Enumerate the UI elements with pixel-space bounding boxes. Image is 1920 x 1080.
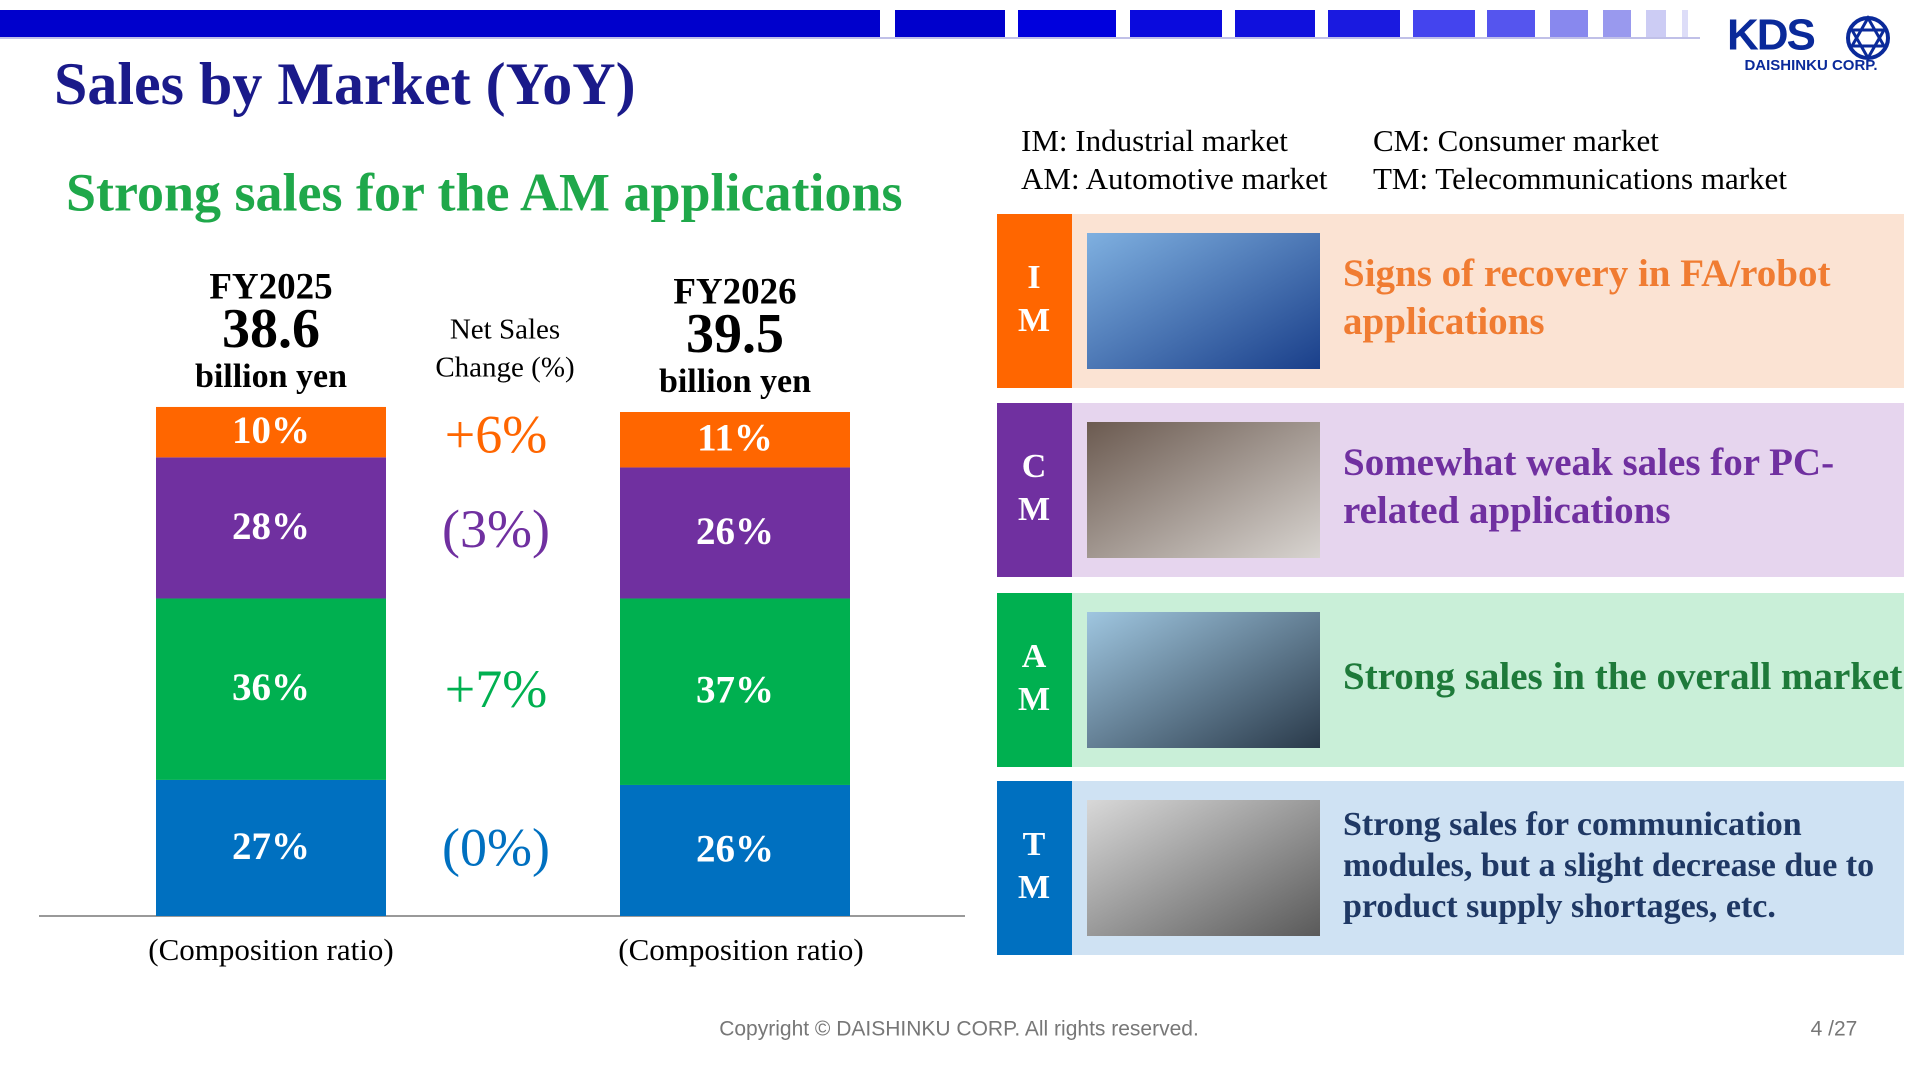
panel-text: Somewhat weak sales for PC- bbox=[1343, 441, 1834, 484]
logo-name: DAISHINKU CORP. bbox=[1744, 57, 1877, 74]
bar-segment bbox=[620, 412, 850, 468]
axis-note: (Composition ratio) bbox=[618, 932, 863, 967]
legend-item: TM: Telecommunications market bbox=[1373, 161, 1787, 196]
logo: KDS DAISHINKU CORP. bbox=[1727, 11, 1890, 74]
bar-segment bbox=[156, 598, 386, 780]
panel-tab bbox=[997, 403, 1072, 577]
bar-segment bbox=[156, 779, 386, 916]
panel-text: Signs of recovery in FA/robot bbox=[1343, 252, 1830, 295]
legend-item: IM: Industrial market bbox=[1021, 123, 1288, 158]
change-label: (3%) bbox=[442, 499, 550, 559]
segment-label: 26% bbox=[696, 827, 774, 870]
segment-label: 36% bbox=[232, 666, 310, 709]
total-value: 39.5 bbox=[686, 303, 784, 365]
panel-tab-letter: A bbox=[1022, 638, 1047, 675]
change-header: Net Sales bbox=[450, 314, 560, 346]
panel-text: Strong sales for communication bbox=[1343, 806, 1802, 843]
panel-tab-letter: I bbox=[1027, 259, 1040, 296]
axis-note: (Composition ratio) bbox=[148, 932, 393, 967]
panel-text: Strong sales in the overall market bbox=[1343, 655, 1902, 698]
panel-tab-letter: C bbox=[1022, 448, 1047, 485]
copyright: Copyright © DAISHINKU CORP. All rights r… bbox=[719, 1018, 1199, 1041]
total-unit: billion yen bbox=[659, 363, 811, 400]
page-number: 4 /27 bbox=[1811, 1018, 1858, 1041]
category-label: FY2026 bbox=[673, 271, 796, 312]
segment-label: 26% bbox=[696, 510, 774, 553]
panel-images bbox=[1087, 233, 1320, 936]
panel-text: product supply shortages, etc. bbox=[1343, 888, 1776, 925]
subtitle: Strong sales for the AM applications bbox=[66, 162, 903, 222]
title: Sales by Market (YoY) bbox=[54, 51, 636, 117]
panel-tab bbox=[997, 781, 1072, 955]
top-stripe bbox=[0, 10, 1700, 39]
category-label: FY2025 bbox=[209, 266, 332, 307]
panel-tab-letter: M bbox=[1018, 681, 1050, 718]
bar-segment bbox=[156, 457, 386, 599]
panel-tab bbox=[997, 214, 1072, 388]
segment-label: 11% bbox=[697, 417, 773, 460]
legend-item: CM: Consumer market bbox=[1373, 123, 1659, 158]
segment-label: 10% bbox=[232, 409, 310, 452]
panel-text: related applications bbox=[1343, 489, 1671, 532]
panel-tab bbox=[997, 593, 1072, 767]
panel-tab-letter: M bbox=[1018, 491, 1050, 528]
panel-tab-letter: M bbox=[1018, 302, 1050, 339]
segment-label: 28% bbox=[232, 505, 310, 548]
logo-mark: KDS bbox=[1727, 11, 1815, 60]
panel-tab-letter: M bbox=[1018, 869, 1050, 906]
legend-item: AM: Automotive market bbox=[1021, 161, 1328, 196]
panel-tab-letter: T bbox=[1023, 826, 1046, 863]
panel-text: applications bbox=[1343, 300, 1545, 343]
change-label: (0%) bbox=[442, 818, 550, 878]
change-header: Change (%) bbox=[435, 352, 574, 384]
bar-segment bbox=[620, 598, 850, 785]
bar-segment bbox=[156, 406, 386, 458]
segment-label: 37% bbox=[696, 669, 774, 712]
total-value: 38.6 bbox=[222, 298, 320, 360]
total-unit: billion yen bbox=[195, 358, 347, 395]
panel-text: modules, but a slight decrease due to bbox=[1343, 847, 1874, 884]
change-label: +7% bbox=[445, 659, 547, 719]
change-label: +6% bbox=[445, 404, 547, 464]
segment-label: 27% bbox=[232, 825, 310, 868]
bar-segment bbox=[620, 467, 850, 599]
bar-segment bbox=[620, 784, 850, 916]
